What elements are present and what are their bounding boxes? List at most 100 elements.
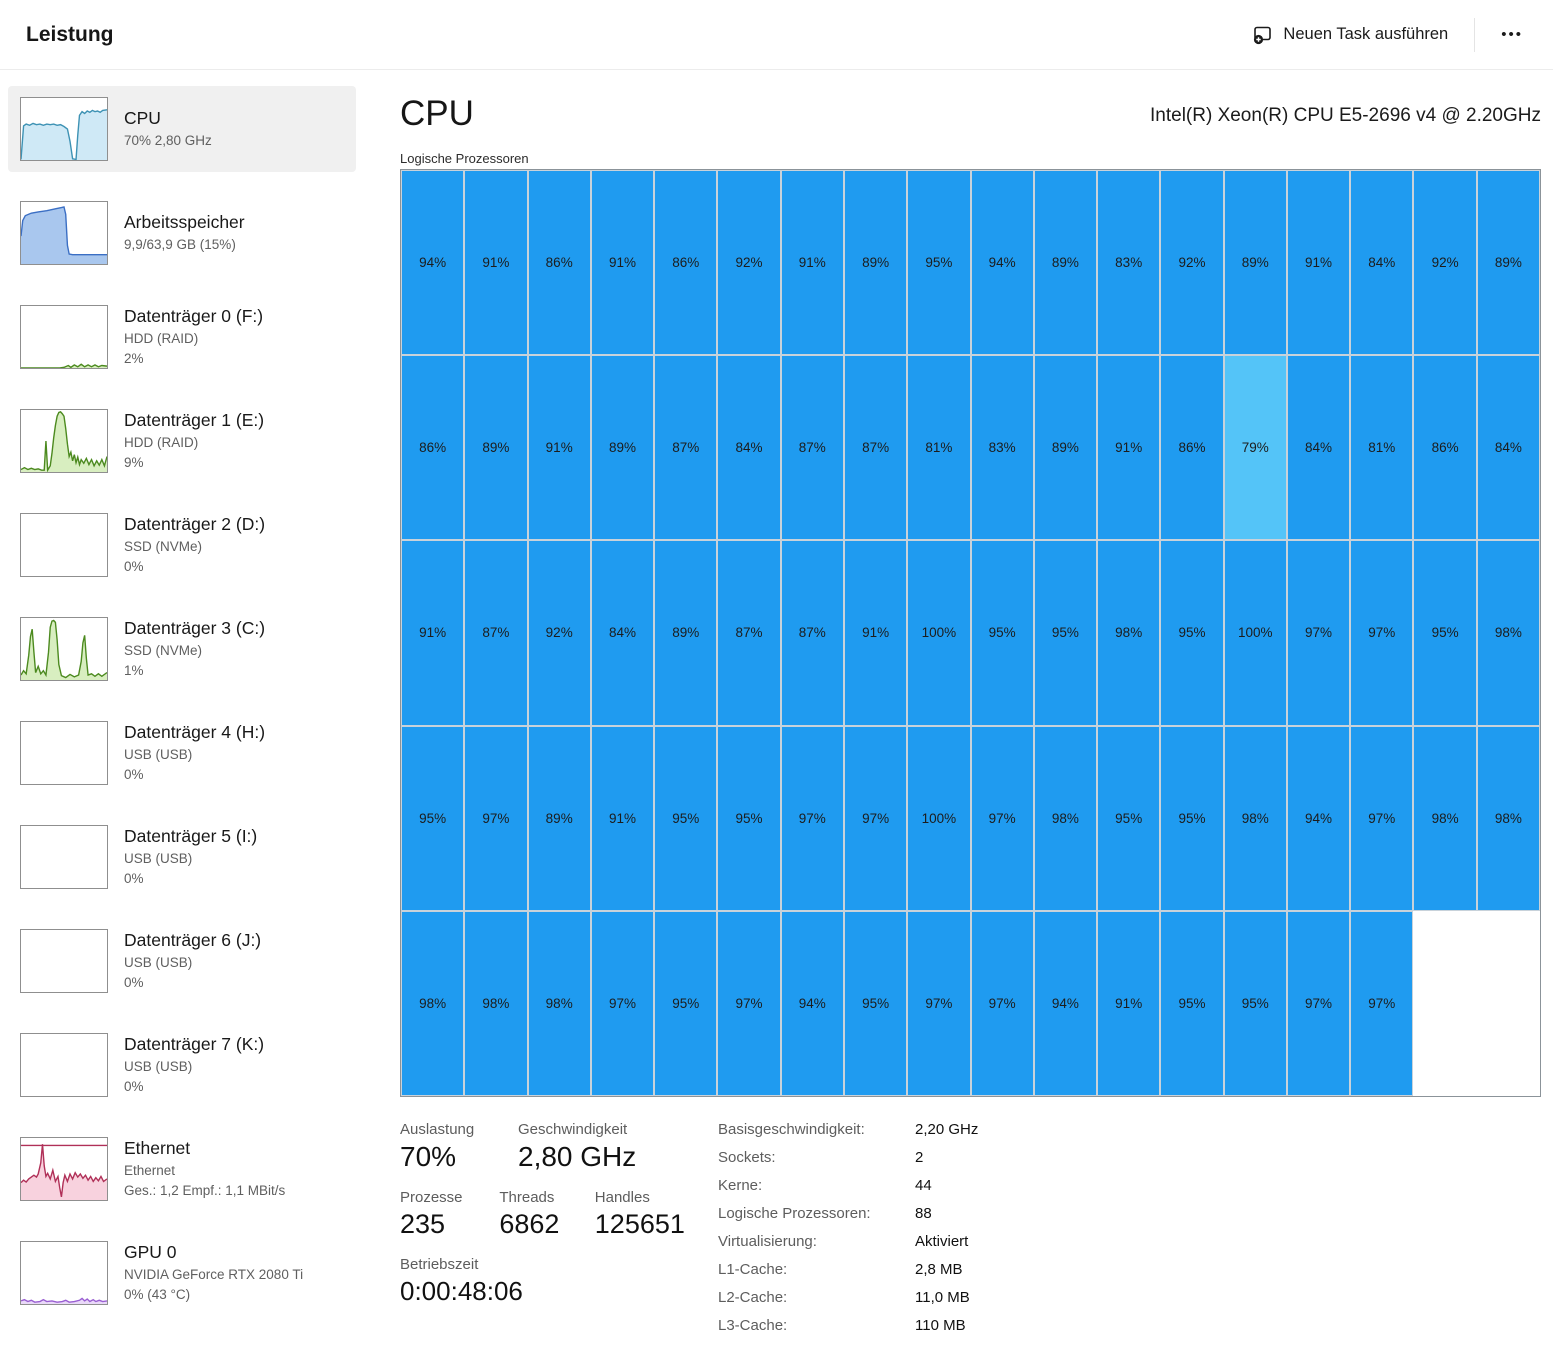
stat-label: Handles (594, 1189, 650, 1206)
uptime-label: Betriebszeit (400, 1256, 479, 1273)
cpu-core-cell: 87% (843, 355, 908, 541)
disk-2-labels: Datenträger 2 (D:) SSD (NVMe) 0% (124, 514, 265, 576)
disk-5-subline-1: USB (USB) (124, 850, 193, 866)
disk-5-subline-2: 0% (124, 870, 144, 886)
detail-label: L2-Cache: (718, 1289, 788, 1306)
cpu-subline-1: 70% 2,80 GHz (124, 132, 212, 148)
cpu-core-cell: 81% (907, 355, 971, 541)
stats-row-2: Prozesse 235 Threads 6862 Handles 125651 (400, 1189, 718, 1240)
sidebar-item-disk-5[interactable]: Datenträger 5 (I:) USB (USB) 0% (8, 814, 356, 900)
sidebar-item-gpu-0[interactable]: GPU 0 NVIDIA GeForce RTX 2080 Ti 0% (43 °C… (8, 1230, 356, 1316)
cpu-core-cell: 100% (907, 540, 971, 726)
disk-3-title: Datenträger 3 (C:) (124, 617, 266, 638)
stat-value: 6862 (499, 1209, 560, 1239)
detail-label: Virtualisierung: (718, 1233, 817, 1250)
new-task-icon (1252, 24, 1273, 45)
disk-3-mini-chart (20, 617, 108, 681)
detail-value: Aktiviert (915, 1233, 969, 1250)
stat-label: Prozesse (400, 1189, 463, 1206)
detail-label: L3-Cache: (718, 1317, 788, 1334)
more-options-button[interactable]: ••• (1501, 26, 1523, 43)
disk-5-title: Datenträger 5 (I:) (124, 825, 258, 846)
cpu-core-cell: 95% (1413, 540, 1477, 726)
sidebar-item-disk-7[interactable]: Datenträger 7 (K:) USB (USB) 0% (8, 1022, 356, 1108)
cpu-core-cell: 91% (1097, 355, 1161, 541)
run-new-task-button[interactable]: Neuen Task ausführen (1240, 16, 1460, 53)
disk-1-title: Datenträger 1 (E:) (124, 409, 265, 430)
cpu-core-cell: 86% (401, 355, 465, 541)
cpu-core-cell: 94% (401, 170, 465, 356)
detail-label: Sockets: (718, 1149, 776, 1166)
cpu-core-cell: 95% (907, 170, 971, 356)
cpu-core-cell: 98% (1413, 725, 1477, 911)
cpu-core-cell: 89% (1476, 170, 1540, 356)
disk-6-title: Datenträger 6 (J:) (124, 929, 262, 950)
disk-3-subline-1: SSD (NVMe) (124, 642, 203, 658)
cpu-core-cell: 89% (654, 540, 718, 726)
cpu-core-cell: 87% (654, 355, 718, 541)
sidebar-item-ethernet[interactable]: Ethernet Ethernet Ges.: 1,2 Empf.: 1,1 MBi… (8, 1126, 356, 1212)
cpu-core-cell: 95% (1033, 540, 1098, 726)
header-divider (1474, 17, 1476, 52)
cpu-core-cell: 91% (1286, 170, 1351, 356)
cpu-core-cell: 92% (1413, 170, 1477, 356)
cpu-core-cell: 91% (401, 540, 465, 726)
disk-6-subline-1: USB (USB) (124, 954, 193, 970)
sidebar-item-disk-0[interactable]: Datenträger 0 (F:) HDD (RAID) 2% (8, 294, 356, 380)
sidebar-item-memory[interactable]: Arbeitsspeicher 9,9/63,9 GB (15%) (8, 190, 356, 276)
sidebar-item-cpu[interactable]: CPU 70% 2,80 GHz (8, 86, 356, 172)
disk-1-subline-1: HDD (RAID) (124, 434, 199, 450)
cpu-core-cell: 92% (527, 540, 591, 726)
disk-0-mini-chart (20, 305, 108, 369)
cpu-details-list: Basisgeschwindigkeit: 2,20 GHz Sockets: 2 Ke… (718, 1121, 978, 1334)
gpu-0-title: GPU 0 (124, 1241, 177, 1262)
stat-geschwindigkeit: Geschwindigkeit 2,80 GHz (518, 1121, 718, 1173)
ethernet-subline-2: Ges.: 1,2 Empf.: 1,1 MBit/s (124, 1182, 286, 1198)
cpu-core-cell: 97% (907, 910, 971, 1096)
ethernet-title: Ethernet (124, 1137, 191, 1158)
cpu-core-cell: 95% (1160, 725, 1224, 911)
cpu-stats-left: Auslastung 70% Geschwindigkeit 2,80 GHz Pro… (400, 1121, 718, 1334)
disk-6-labels: Datenträger 6 (J:) USB (USB) 0% (124, 930, 261, 992)
cpu-core-cell: 95% (401, 725, 465, 911)
detail-value: 2,20 GHz (915, 1121, 979, 1138)
detail-value: 110 MB (915, 1317, 966, 1334)
cpu-title: CPU (124, 107, 161, 128)
sidebar-item-disk-1[interactable]: Datenträger 1 (E:) HDD (RAID) 9% (8, 398, 356, 484)
stat-value: 70% (400, 1141, 457, 1172)
cpu-core-cell: 87% (780, 540, 844, 726)
cpu-core-cell: 97% (1286, 540, 1351, 726)
stat-value: 125651 (594, 1209, 685, 1239)
stat-value: 2,80 GHz (518, 1141, 637, 1172)
cpu-core-cell: 97% (717, 910, 781, 1096)
cpu-core-cell: 94% (970, 170, 1034, 356)
sidebar-item-disk-3[interactable]: Datenträger 3 (C:) SSD (NVMe) 1% (8, 606, 356, 692)
memory-subline-1: 9,9/63,9 GB (15%) (124, 236, 236, 252)
cpu-core-cell: 97% (780, 725, 844, 911)
disk-0-subline-1: HDD (RAID) (124, 330, 199, 346)
cpu-core-cell: 97% (1350, 725, 1414, 911)
uptime-value: 0:00:48:06 (400, 1276, 523, 1306)
disk-2-subline-2: 0% (124, 558, 144, 574)
stats-row-uptime: Betriebszeit 0:00:48:06 (400, 1256, 718, 1307)
cpu-core-cell: 92% (1160, 170, 1224, 356)
cpu-core-cell: 97% (843, 725, 908, 911)
stat-label: Threads (499, 1189, 555, 1206)
cpu-core-cell: 86% (527, 170, 591, 356)
logical-processors-label: Logische Prozessoren (400, 151, 529, 166)
disk-1-subline-2: 9% (124, 454, 144, 470)
gpu-0-subline-2: 0% (43 °C) (124, 1286, 191, 1302)
cpu-core-cell: 83% (1097, 170, 1161, 356)
disk-0-title: Datenträger 0 (F:) (124, 305, 264, 326)
sidebar-item-disk-2[interactable]: Datenträger 2 (D:) SSD (NVMe) 0% (8, 502, 356, 588)
logical-processors-grid: 94% 91% 86% 91% 86% 92% 91% 89% 95% 94% 89% 83% 92% 8… (400, 169, 1541, 1097)
cpu-core-cell: 84% (1286, 355, 1351, 541)
cpu-core-cell: 86% (654, 170, 718, 356)
disk-7-mini-chart (20, 1033, 108, 1097)
cpu-core-cell: 91% (1097, 910, 1161, 1096)
disk-2-subline-1: SSD (NVMe) (124, 538, 203, 554)
sidebar-item-disk-4[interactable]: Datenträger 4 (H:) USB (USB) 0% (8, 710, 356, 796)
memory-labels: Arbeitsspeicher 9,9/63,9 GB (15%) (124, 212, 245, 255)
ethernet-mini-chart (20, 1137, 108, 1201)
sidebar-item-disk-6[interactable]: Datenträger 6 (J:) USB (USB) 0% (8, 918, 356, 1004)
